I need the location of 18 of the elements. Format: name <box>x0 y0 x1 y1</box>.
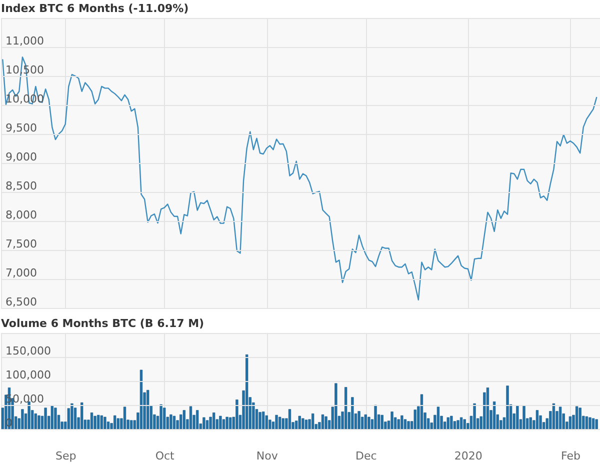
y-tick-label: 7,500 <box>6 238 37 250</box>
y-tick-label: 9,500 <box>6 122 37 134</box>
chart-title: Index BTC 6 Months (-11.09%) <box>1 2 189 15</box>
y-tick-label: 100,000 <box>6 368 51 382</box>
y-tick-label: 7,000 <box>6 266 37 280</box>
y-tick-label: 150,000 <box>6 344 51 358</box>
y-tick-label: 11,000 <box>6 34 44 48</box>
y-tick-label: 8,000 <box>6 208 37 222</box>
y-tick-label: 6,500 <box>6 296 37 308</box>
x-tick-label: Feb <box>560 450 580 462</box>
x-tick-label: Oct <box>155 450 176 462</box>
chart-title: Volume 6 Months BTC (B 6.17 M) <box>1 317 204 330</box>
x-tick-label: 2020 <box>454 450 482 462</box>
y-tick-label: 8,500 <box>6 180 37 192</box>
y-tick-label: 9,000 <box>6 150 37 164</box>
x-tick-label: Nov <box>256 450 278 462</box>
x-tick-label: Sep <box>55 450 76 462</box>
x-tick-label: Dec <box>355 450 377 462</box>
